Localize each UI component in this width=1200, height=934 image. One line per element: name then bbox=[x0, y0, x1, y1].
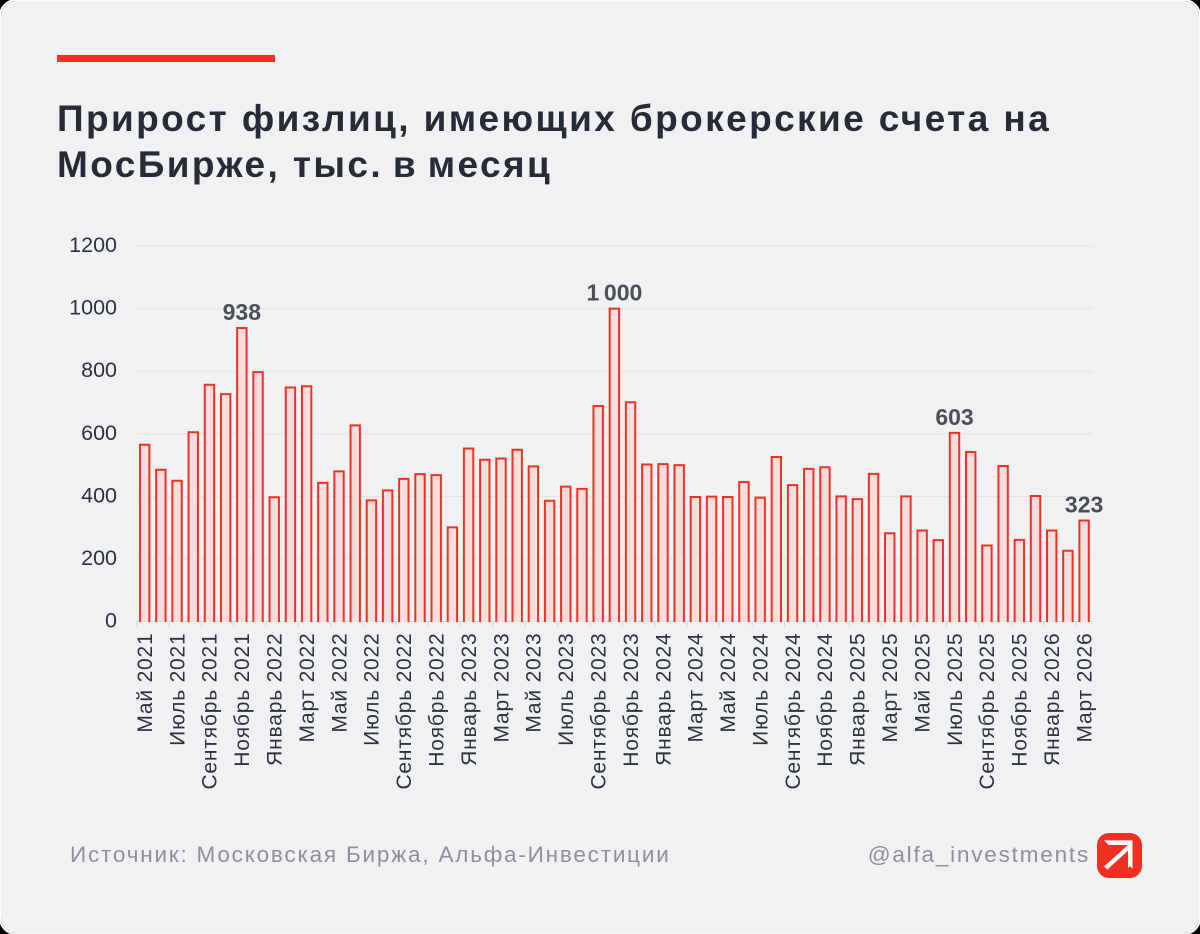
svg-text:1000: 1000 bbox=[69, 296, 117, 320]
svg-text:Январь 2022: Январь 2022 bbox=[264, 633, 287, 766]
svg-text:Ноябрь 2023: Ноябрь 2023 bbox=[620, 633, 643, 767]
svg-text:800: 800 bbox=[81, 358, 117, 382]
svg-text:Ноябрь 2025: Ноябрь 2025 bbox=[1009, 633, 1032, 767]
svg-text:Ноябрь 2024: Ноябрь 2024 bbox=[814, 633, 837, 767]
svg-text:Июль 2021: Июль 2021 bbox=[166, 633, 189, 746]
svg-text:Март 2026: Март 2026 bbox=[1073, 633, 1096, 743]
svg-text:Январь 2025: Январь 2025 bbox=[847, 633, 870, 766]
svg-text:Сентябрь 2023: Сентябрь 2023 bbox=[588, 633, 611, 790]
svg-text:Июль 2023: Июль 2023 bbox=[555, 633, 578, 746]
svg-text:Сентябрь 2021: Сентябрь 2021 bbox=[199, 633, 222, 790]
svg-text:Март 2025: Март 2025 bbox=[879, 633, 902, 743]
svg-text:0: 0 bbox=[105, 609, 117, 633]
svg-text:Июль 2022: Июль 2022 bbox=[361, 633, 384, 746]
svg-text:Июль 2025: Июль 2025 bbox=[944, 633, 967, 746]
svg-text:Сентябрь 2024: Сентябрь 2024 bbox=[782, 633, 805, 790]
svg-text:Март 2024: Март 2024 bbox=[685, 633, 708, 743]
svg-text:Май 2021: Май 2021 bbox=[134, 633, 157, 733]
svg-text:1200: 1200 bbox=[69, 233, 117, 257]
svg-text:Январь 2023: Январь 2023 bbox=[458, 633, 481, 766]
svg-text:Май 2022: Май 2022 bbox=[328, 633, 351, 733]
svg-text:Май 2025: Май 2025 bbox=[911, 633, 934, 733]
svg-text:Март 2023: Март 2023 bbox=[490, 633, 513, 743]
svg-text:Январь 2026: Январь 2026 bbox=[1041, 633, 1064, 766]
svg-text:Сентябрь 2022: Сентябрь 2022 bbox=[393, 633, 416, 790]
svg-text:200: 200 bbox=[81, 546, 117, 570]
svg-text:Ноябрь 2022: Ноябрь 2022 bbox=[426, 633, 449, 767]
svg-text:603: 603 bbox=[935, 404, 973, 430]
svg-text:Ноябрь 2021: Ноябрь 2021 bbox=[231, 633, 254, 767]
svg-text:Май 2023: Май 2023 bbox=[523, 633, 546, 733]
svg-text:938: 938 bbox=[223, 299, 262, 325]
svg-text:Март 2022: Март 2022 bbox=[296, 633, 319, 743]
svg-text:Июль 2024: Июль 2024 bbox=[750, 633, 773, 746]
svg-text:323: 323 bbox=[1065, 492, 1103, 518]
svg-text:Май 2024: Май 2024 bbox=[717, 633, 740, 733]
svg-text:1 000: 1 000 bbox=[587, 280, 643, 306]
svg-text:600: 600 bbox=[81, 421, 117, 445]
svg-text:Сентябрь 2025: Сентябрь 2025 bbox=[976, 633, 999, 790]
svg-text:Январь 2024: Январь 2024 bbox=[652, 633, 675, 766]
svg-text:400: 400 bbox=[81, 483, 117, 507]
